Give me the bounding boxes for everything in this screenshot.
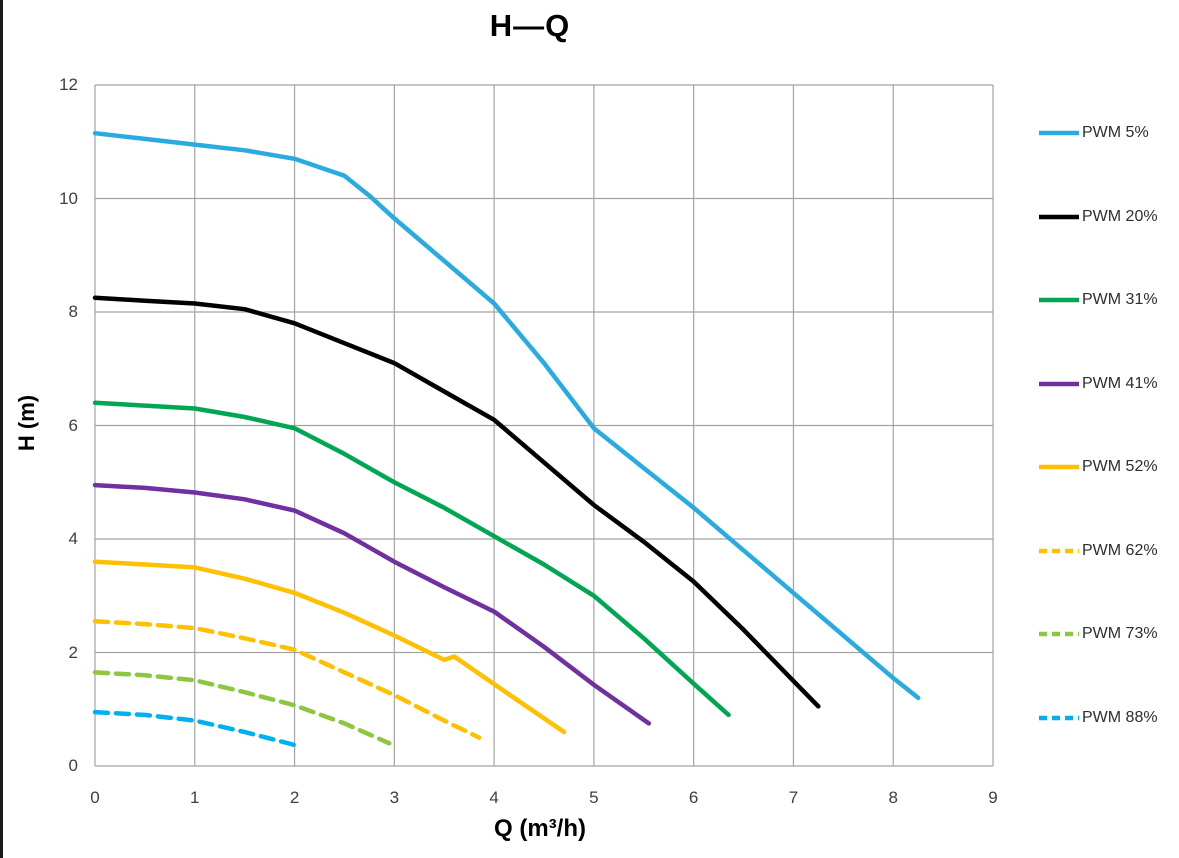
x-tick-3: 3 xyxy=(389,788,400,807)
y-tick-4: 4 xyxy=(68,529,78,548)
y-tick-12: 12 xyxy=(59,75,78,94)
legend-label: PWM 5% xyxy=(1082,124,1149,141)
legend-swatch-line xyxy=(1039,130,1079,136)
x-axis-title: Q (m³/h) xyxy=(494,815,586,842)
legend-swatch-line xyxy=(1039,548,1079,553)
legend-swatch-line xyxy=(1039,631,1079,637)
legend-swatch-line xyxy=(1039,464,1079,470)
legend-swatch-line xyxy=(1039,381,1079,386)
series-line-pwm-52 xyxy=(92,559,567,735)
legend-label: PWM 88% xyxy=(1082,708,1158,726)
x-tick-6: 6 xyxy=(688,788,699,807)
series-line-pwm-20 xyxy=(92,295,821,709)
legend-item-pwm-88: PWM 88% xyxy=(1038,706,1158,730)
legend-swatch-line xyxy=(1039,214,1079,219)
x-tick-2: 2 xyxy=(289,788,300,807)
series-line-pwm-73 xyxy=(92,670,392,746)
legend-swatch-line xyxy=(1039,297,1079,303)
x-tick-1: 1 xyxy=(190,788,200,807)
legend-item-pwm-20: PWM 20% xyxy=(1038,205,1158,229)
series-line-pwm-31 xyxy=(92,400,731,718)
legend-label: PWM 31% xyxy=(1082,291,1158,308)
legend-item-pwm-52: PWM 52% xyxy=(1038,455,1158,479)
x-tick-9: 9 xyxy=(988,788,998,807)
legend-item-pwm-73: PWM 73% xyxy=(1038,622,1158,646)
series-line-pwm-5 xyxy=(92,130,921,701)
legend-label: PWM 62% xyxy=(1082,541,1158,559)
series-line-pwm-41 xyxy=(92,482,652,726)
x-tick-5: 5 xyxy=(589,788,599,807)
series-line-pwm-88 xyxy=(92,709,297,748)
y-tick-0: 0 xyxy=(68,756,78,775)
x-tick-8: 8 xyxy=(888,788,898,807)
y-tick-8: 8 xyxy=(68,302,78,321)
y-tick-6: 6 xyxy=(68,415,78,435)
legend-label: PWM 20% xyxy=(1082,207,1158,225)
legend-item-pwm-62: PWM 62% xyxy=(1038,539,1158,563)
legend-item-pwm-41: PWM 41% xyxy=(1038,372,1158,396)
series-line-pwm-62 xyxy=(92,619,482,740)
legend-swatch-line xyxy=(1039,715,1079,720)
x-tick-0: 0 xyxy=(90,788,100,807)
legend-item-pwm-31: PWM 31% xyxy=(1038,288,1158,312)
y-tick-2: 2 xyxy=(68,642,78,662)
x-tick-7: 7 xyxy=(788,788,799,807)
legend-label: PWM 52% xyxy=(1082,458,1158,475)
chart-title: H—Q xyxy=(489,8,571,43)
legend-label: PWM 73% xyxy=(1082,625,1158,642)
x-tick-4: 4 xyxy=(489,788,499,807)
y-tick-10: 10 xyxy=(59,188,78,208)
legend-item-pwm-5: PWM 5% xyxy=(1038,121,1149,145)
legend-label: PWM 41% xyxy=(1082,374,1158,392)
window-left-border xyxy=(0,0,3,858)
